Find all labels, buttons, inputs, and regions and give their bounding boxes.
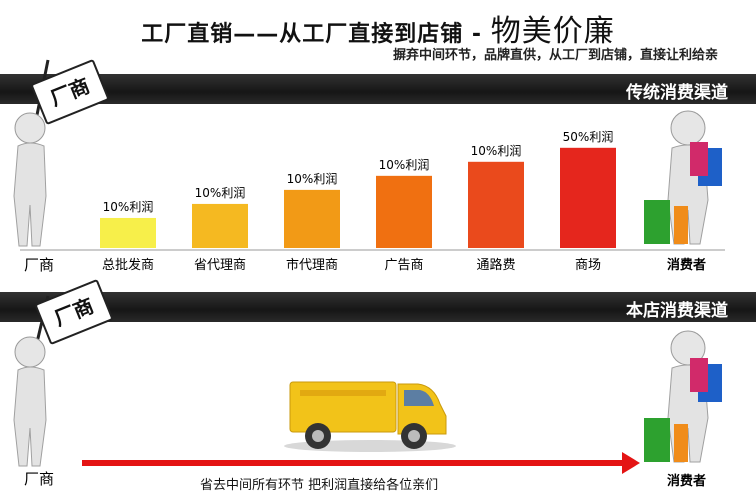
consumer-shopping-icon-direct — [644, 330, 722, 463]
bar-group — [100, 147, 616, 248]
bar-1 — [100, 217, 156, 248]
bar-6 — [560, 147, 616, 248]
bar-5 — [468, 161, 524, 248]
traditional-channel-label: 传统消费渠道 — [626, 83, 728, 103]
factory-person-icon — [13, 59, 50, 247]
category-label-2: 省代理商 — [193, 258, 246, 273]
data-label-6: 50%利润 — [562, 129, 614, 144]
data-label-2: 10%利润 — [194, 185, 246, 200]
traditional-channel-band: 传统消费渠道 — [0, 74, 756, 104]
direct-channel-band: 本店消费渠道 — [0, 292, 756, 322]
data-label-3: 10%利润 — [286, 171, 338, 186]
category-label-3: 市代理商 — [285, 258, 338, 273]
delivery-truck-icon — [284, 381, 456, 452]
consumer-label-direct: 消费者 — [667, 474, 707, 489]
data-label-5: 10%利润 — [470, 143, 522, 158]
factory-label-direct: 厂商 — [24, 470, 55, 488]
direct-arrow-icon — [82, 452, 640, 474]
bar-2 — [192, 203, 248, 248]
data-label-4: 10%利润 — [378, 157, 430, 172]
arrow-caption: 省去中间所有环节 把利润直接给各位亲们 — [200, 478, 439, 493]
page-title-emphasis: 物美价廉 — [490, 14, 615, 49]
category-label-4: 广告商 — [384, 258, 424, 273]
consumer-label: 消费者 — [667, 258, 707, 273]
page-title: 工厂直销——从工厂直接到店铺 - 物美价廉 — [0, 6, 756, 50]
category-label-5: 通路费 — [476, 258, 516, 273]
bar-3 — [284, 189, 340, 248]
factory-person-icon-direct — [13, 295, 50, 467]
direct-channel-label: 本店消费渠道 — [626, 301, 728, 321]
factory-label: 厂商 — [24, 256, 55, 274]
page-subtitle: 摒弃中间环节，品牌直供，从工厂到店铺，直接让利给亲 — [392, 48, 718, 63]
category-label-6: 商场 — [574, 258, 601, 273]
page-title-main: 工厂直销——从工厂直接到店铺 - — [141, 22, 491, 47]
category-label-1: 总批发商 — [101, 258, 154, 273]
data-label-1: 10%利润 — [102, 199, 154, 214]
consumer-shopping-icon — [644, 110, 722, 245]
bar-4 — [376, 175, 432, 248]
